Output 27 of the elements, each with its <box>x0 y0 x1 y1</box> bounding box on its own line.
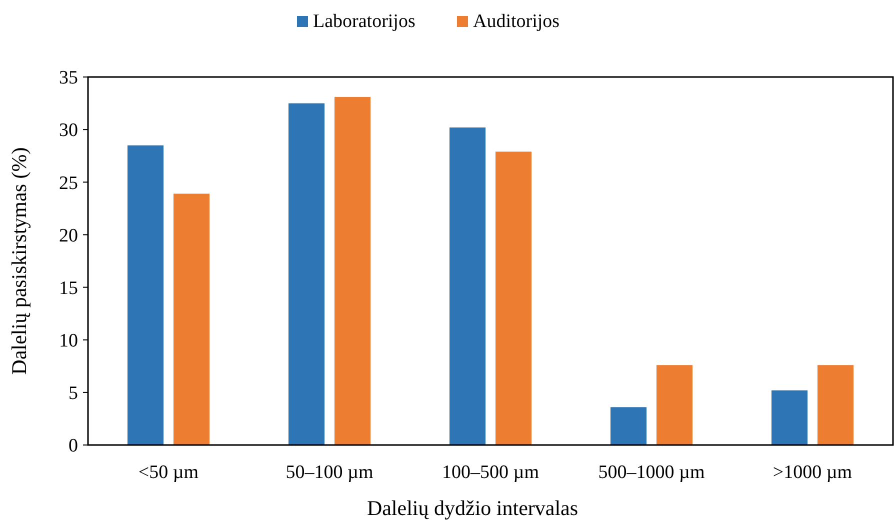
x-tick-label: 100–500 µm <box>442 462 540 483</box>
y-tick-label: 20 <box>59 225 78 246</box>
y-tick-label: 15 <box>59 278 78 299</box>
x-tick-label: >1000 µm <box>772 462 852 483</box>
y-tick-label: 10 <box>59 330 78 352</box>
y-tick-label: 0 <box>68 436 78 457</box>
x-tick-label: <50 µm <box>138 462 199 483</box>
bar <box>656 365 692 445</box>
x-tick-label: 500–1000 µm <box>598 462 705 483</box>
y-tick-label: 25 <box>59 172 78 194</box>
bar <box>174 194 210 445</box>
legend-label: Auditorijos <box>473 11 560 32</box>
bar <box>772 390 808 445</box>
bar <box>496 152 532 445</box>
bar <box>334 96 370 445</box>
bar <box>288 103 324 445</box>
y-axis-title: Dalelių pasiskirstymas (%) <box>7 147 31 375</box>
legend-label: Laboratorijos <box>313 11 416 32</box>
bar <box>610 407 646 445</box>
bar <box>128 145 164 445</box>
y-tick-label: 30 <box>59 120 78 142</box>
y-tick-label: 35 <box>59 68 78 89</box>
bar <box>450 127 486 445</box>
bar <box>818 365 854 445</box>
y-tick-label: 5 <box>68 383 78 404</box>
x-axis-title: Dalelių dydžio intervalas <box>366 496 578 520</box>
x-tick-label: 50–100 µm <box>286 462 374 483</box>
